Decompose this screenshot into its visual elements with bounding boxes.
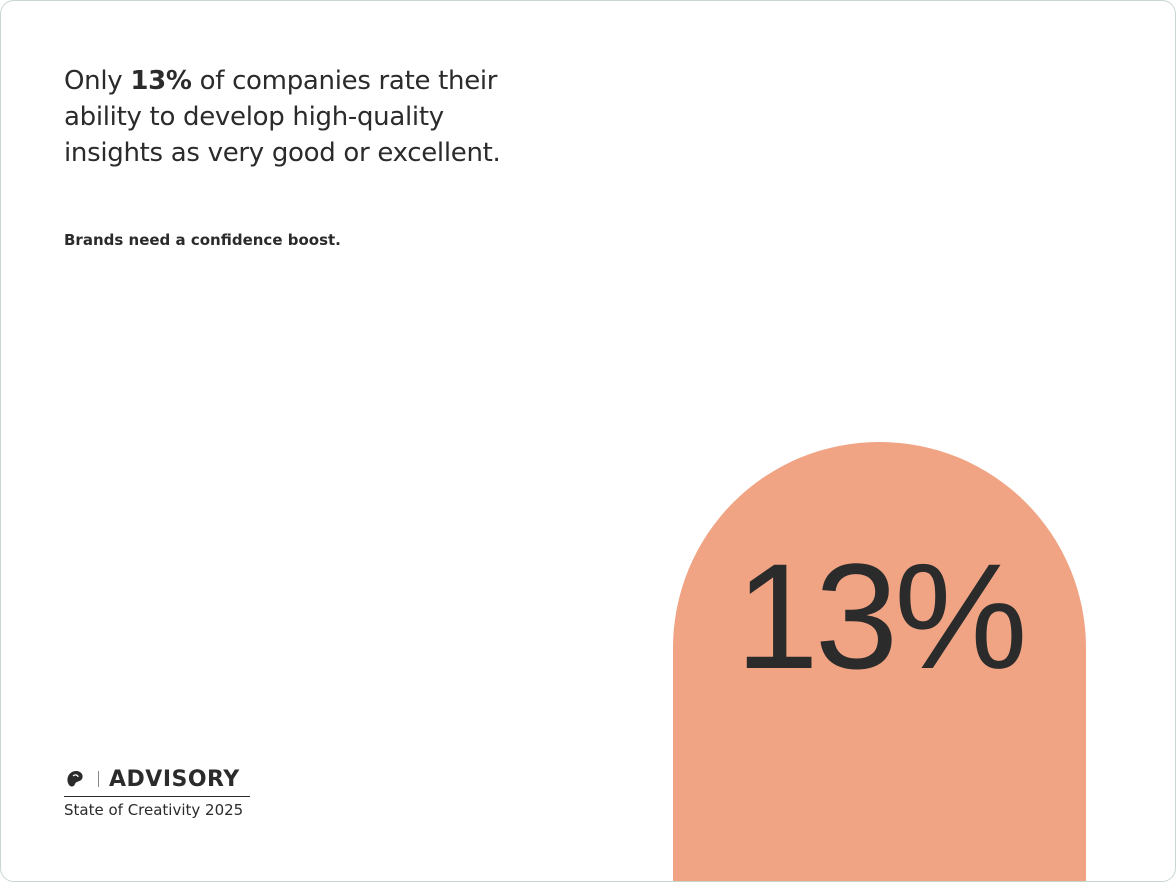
headline-suffix: of companies rate their ability to devel… <box>64 66 501 168</box>
lion-icon <box>67 771 83 787</box>
subtitle: Brands need a confidence boost. <box>64 231 341 249</box>
big-stat: 13% <box>735 532 1027 700</box>
arch-shape <box>673 442 1086 881</box>
headline-highlight: 13% <box>130 66 192 96</box>
edition: State of Creativity 2025 <box>64 801 244 819</box>
headline: Only 13% of companies rate their ability… <box>64 63 524 171</box>
logo: ADVISORY State of Creativity 2025 <box>64 765 250 819</box>
separator <box>98 771 99 787</box>
logo-row: ADVISORY <box>64 765 250 797</box>
headline-prefix: Only <box>64 66 123 96</box>
brand: ADVISORY <box>109 766 240 792</box>
